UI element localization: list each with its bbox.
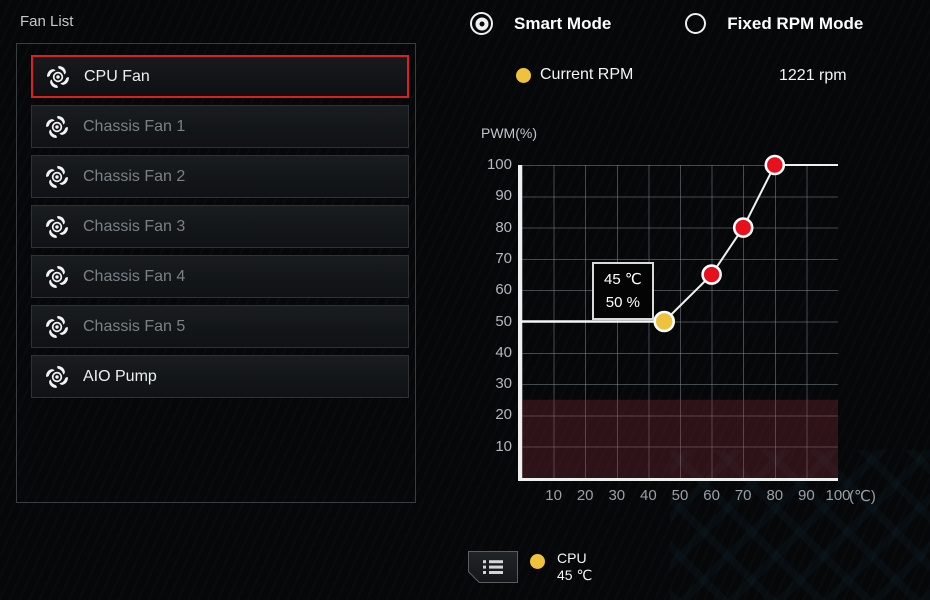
fan-curve-svg [522,154,838,478]
fan-list-item-cpu-fan[interactable]: CPU Fan [31,55,409,98]
y-tick-20: 20 [495,406,512,424]
x-tick-10: 10 [545,487,562,504]
curve-point-45c-50pct[interactable] [653,310,675,333]
fan-list-panel: CPU Fan Chassis Fan 1 Chassis Fan 2 [16,43,416,503]
list-icon [482,559,504,575]
fan-item-label: Chassis Fan 3 [83,217,186,235]
min-duty-region [522,399,838,478]
fan-curve-line [663,164,838,323]
y-tick-90: 90 [495,187,512,205]
sensor-source-button[interactable] [468,551,518,583]
fan-mode-selector: Smart Mode Fixed RPM Mode [470,12,863,35]
current-rpm-row: Current RPM [516,66,633,84]
fan-list-item-chassis-fan-3[interactable]: Chassis Fan 3 [31,205,409,248]
fan-icon [46,365,68,388]
fan-item-label: Chassis Fan 1 [83,117,186,135]
y-tick-40: 40 [495,343,512,361]
y-axis-tick-labels: 100 90 80 70 60 50 40 30 20 10 [452,0,512,600]
y-axis-title: PWM(%) [481,125,537,141]
sensor-legend: CPU 45 ℃ [530,550,593,584]
x-tick-40: 40 [640,487,657,504]
y-tick-80: 80 [495,218,512,236]
sensor-source-button-face [469,552,517,582]
fan-curve-chart [518,154,838,481]
fan-icon [47,65,69,88]
fan-icon [46,165,68,188]
current-rpm-dot-icon [516,67,531,83]
y-tick-30: 30 [495,375,512,393]
radio-selected-icon[interactable] [470,12,493,35]
x-tick-100: 100 [825,487,851,504]
x-axis-unit-label: (℃) [849,488,876,505]
radio-unselected-icon[interactable] [685,13,707,34]
fan-icon [46,115,68,138]
tooltip-pwm: 50 % [605,294,640,311]
fan-list-item-chassis-fan-4[interactable]: Chassis Fan 4 [31,255,409,298]
fan-icon [46,315,68,338]
tooltip-temp: 45 ℃ [604,271,642,288]
fan-list-item-aio-pump[interactable]: AIO Pump [31,355,409,398]
x-tick-70: 70 [734,487,752,504]
smart-mode-radio[interactable]: Smart Mode [470,12,611,35]
sensor-legend-dot-icon [530,554,545,569]
fan-list-title: Fan List [20,13,74,30]
x-tick-80: 80 [766,487,784,504]
smart-mode-label: Smart Mode [514,13,612,33]
sensor-legend-name: CPU [557,550,587,566]
y-tick-50: 50 [495,312,512,330]
current-rpm-label: Current RPM [540,66,634,83]
fan-list-item-chassis-fan-2[interactable]: Chassis Fan 2 [31,155,409,198]
curve-point-60c-65pct[interactable] [701,264,722,285]
fan-item-label: Chassis Fan 4 [83,267,186,285]
fan-item-label: CPU Fan [84,67,150,85]
x-tick-20: 20 [576,487,594,504]
fan-icon [46,265,68,288]
curve-point-70c-80pct[interactable] [732,217,754,238]
y-tick-70: 70 [495,249,512,267]
sensor-legend-temp: 45 ℃ [557,567,593,583]
x-tick-60: 60 [703,487,720,504]
fixed-rpm-mode-label: Fixed RPM Mode [727,13,864,33]
fan-list-item-chassis-fan-1[interactable]: Chassis Fan 1 [31,105,409,148]
curve-point-80c-100pct[interactable] [764,154,786,176]
current-rpm-value: 1221 rpm [779,67,847,84]
x-tick-90: 90 [798,487,815,504]
y-tick-10: 10 [495,437,512,455]
y-tick-100: 100 [486,156,512,173]
y-tick-60: 60 [495,281,512,299]
fan-item-label: Chassis Fan 2 [83,167,186,185]
fan-item-label: AIO Pump [83,367,157,385]
fan-item-label: Chassis Fan 5 [83,317,186,335]
fixed-rpm-mode-radio[interactable]: Fixed RPM Mode [685,13,863,34]
curve-point-tooltip: 45 ℃ 50 % [592,262,654,320]
fan-icon [46,215,68,238]
x-tick-50: 50 [671,487,689,504]
x-tick-30: 30 [608,487,626,504]
fan-list-item-chassis-fan-5[interactable]: Chassis Fan 5 [31,305,409,348]
